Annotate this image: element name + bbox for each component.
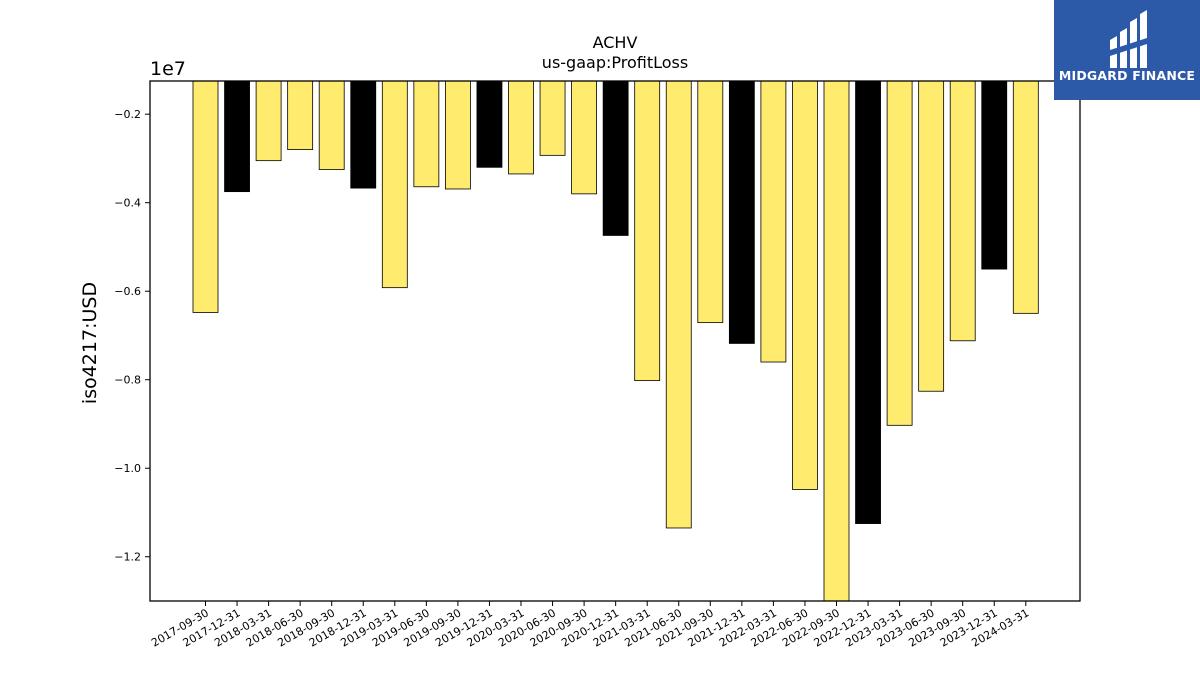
y-axis: −0.2 −0.4 −0.6 −0.8 −1.0 −1.2 — [114, 108, 150, 564]
bar-2021-12-31 — [728, 80, 755, 344]
y-axis-label: iso4217:USD — [79, 282, 101, 404]
brand-name: MIDGARD FINANCE — [1058, 68, 1196, 83]
bar-2022-09-30 — [823, 80, 850, 602]
x-axis: 2017-09-302017-12-312018-03-312018-06-30… — [149, 601, 1031, 650]
bar-2020-12-31 — [602, 80, 629, 236]
bar-2020-03-31 — [508, 80, 534, 175]
y-tick-label: −0.6 — [114, 285, 141, 298]
chart-title: ACHV — [593, 33, 638, 52]
bar-2018-06-30 — [287, 80, 314, 150]
bar-2019-03-31 — [381, 80, 408, 289]
plot-frame — [149, 80, 1081, 602]
bar-2023-09-30 — [949, 80, 976, 342]
y-axis-offset-label: 1e7 — [150, 58, 186, 80]
bar-2019-06-30 — [413, 80, 440, 188]
y-tick-label: −0.8 — [114, 374, 141, 387]
bar-2018-12-31 — [350, 80, 377, 189]
bar-2017-12-31 — [224, 80, 250, 193]
bar-2022-03-31 — [760, 80, 787, 363]
brand-logo: MIDGARD FINANCE — [1054, 0, 1200, 100]
bar-2018-09-30 — [318, 80, 345, 170]
bar-2019-12-31 — [476, 80, 503, 168]
bar-2023-12-31 — [981, 80, 1008, 270]
y-tick-label: −0.4 — [114, 197, 141, 210]
bar-2019-09-30 — [444, 80, 471, 190]
y-tick-label: −1.2 — [114, 551, 141, 564]
y-tick-label: −0.2 — [114, 108, 141, 121]
bar-2023-03-31 — [886, 80, 913, 426]
bar-2017-09-30 — [192, 80, 219, 313]
bar-2021-06-30 — [665, 80, 692, 529]
chart-subtitle: us-gaap:ProfitLoss — [542, 53, 688, 72]
bar-2022-06-30 — [792, 80, 818, 490]
bar-2021-09-30 — [697, 80, 724, 324]
bar-2024-03-31 — [1012, 80, 1039, 314]
bar-2022-12-31 — [855, 80, 881, 524]
bar-2020-06-30 — [539, 80, 566, 156]
bar-2023-06-30 — [918, 80, 945, 392]
bar-2018-03-31 — [255, 80, 282, 162]
bars-group — [192, 80, 1039, 602]
bar-2020-09-30 — [571, 80, 597, 195]
y-tick-label: −1.0 — [114, 462, 141, 475]
midgard-m-logo-icon — [1110, 10, 1147, 68]
bar-2021-03-31 — [634, 80, 661, 382]
